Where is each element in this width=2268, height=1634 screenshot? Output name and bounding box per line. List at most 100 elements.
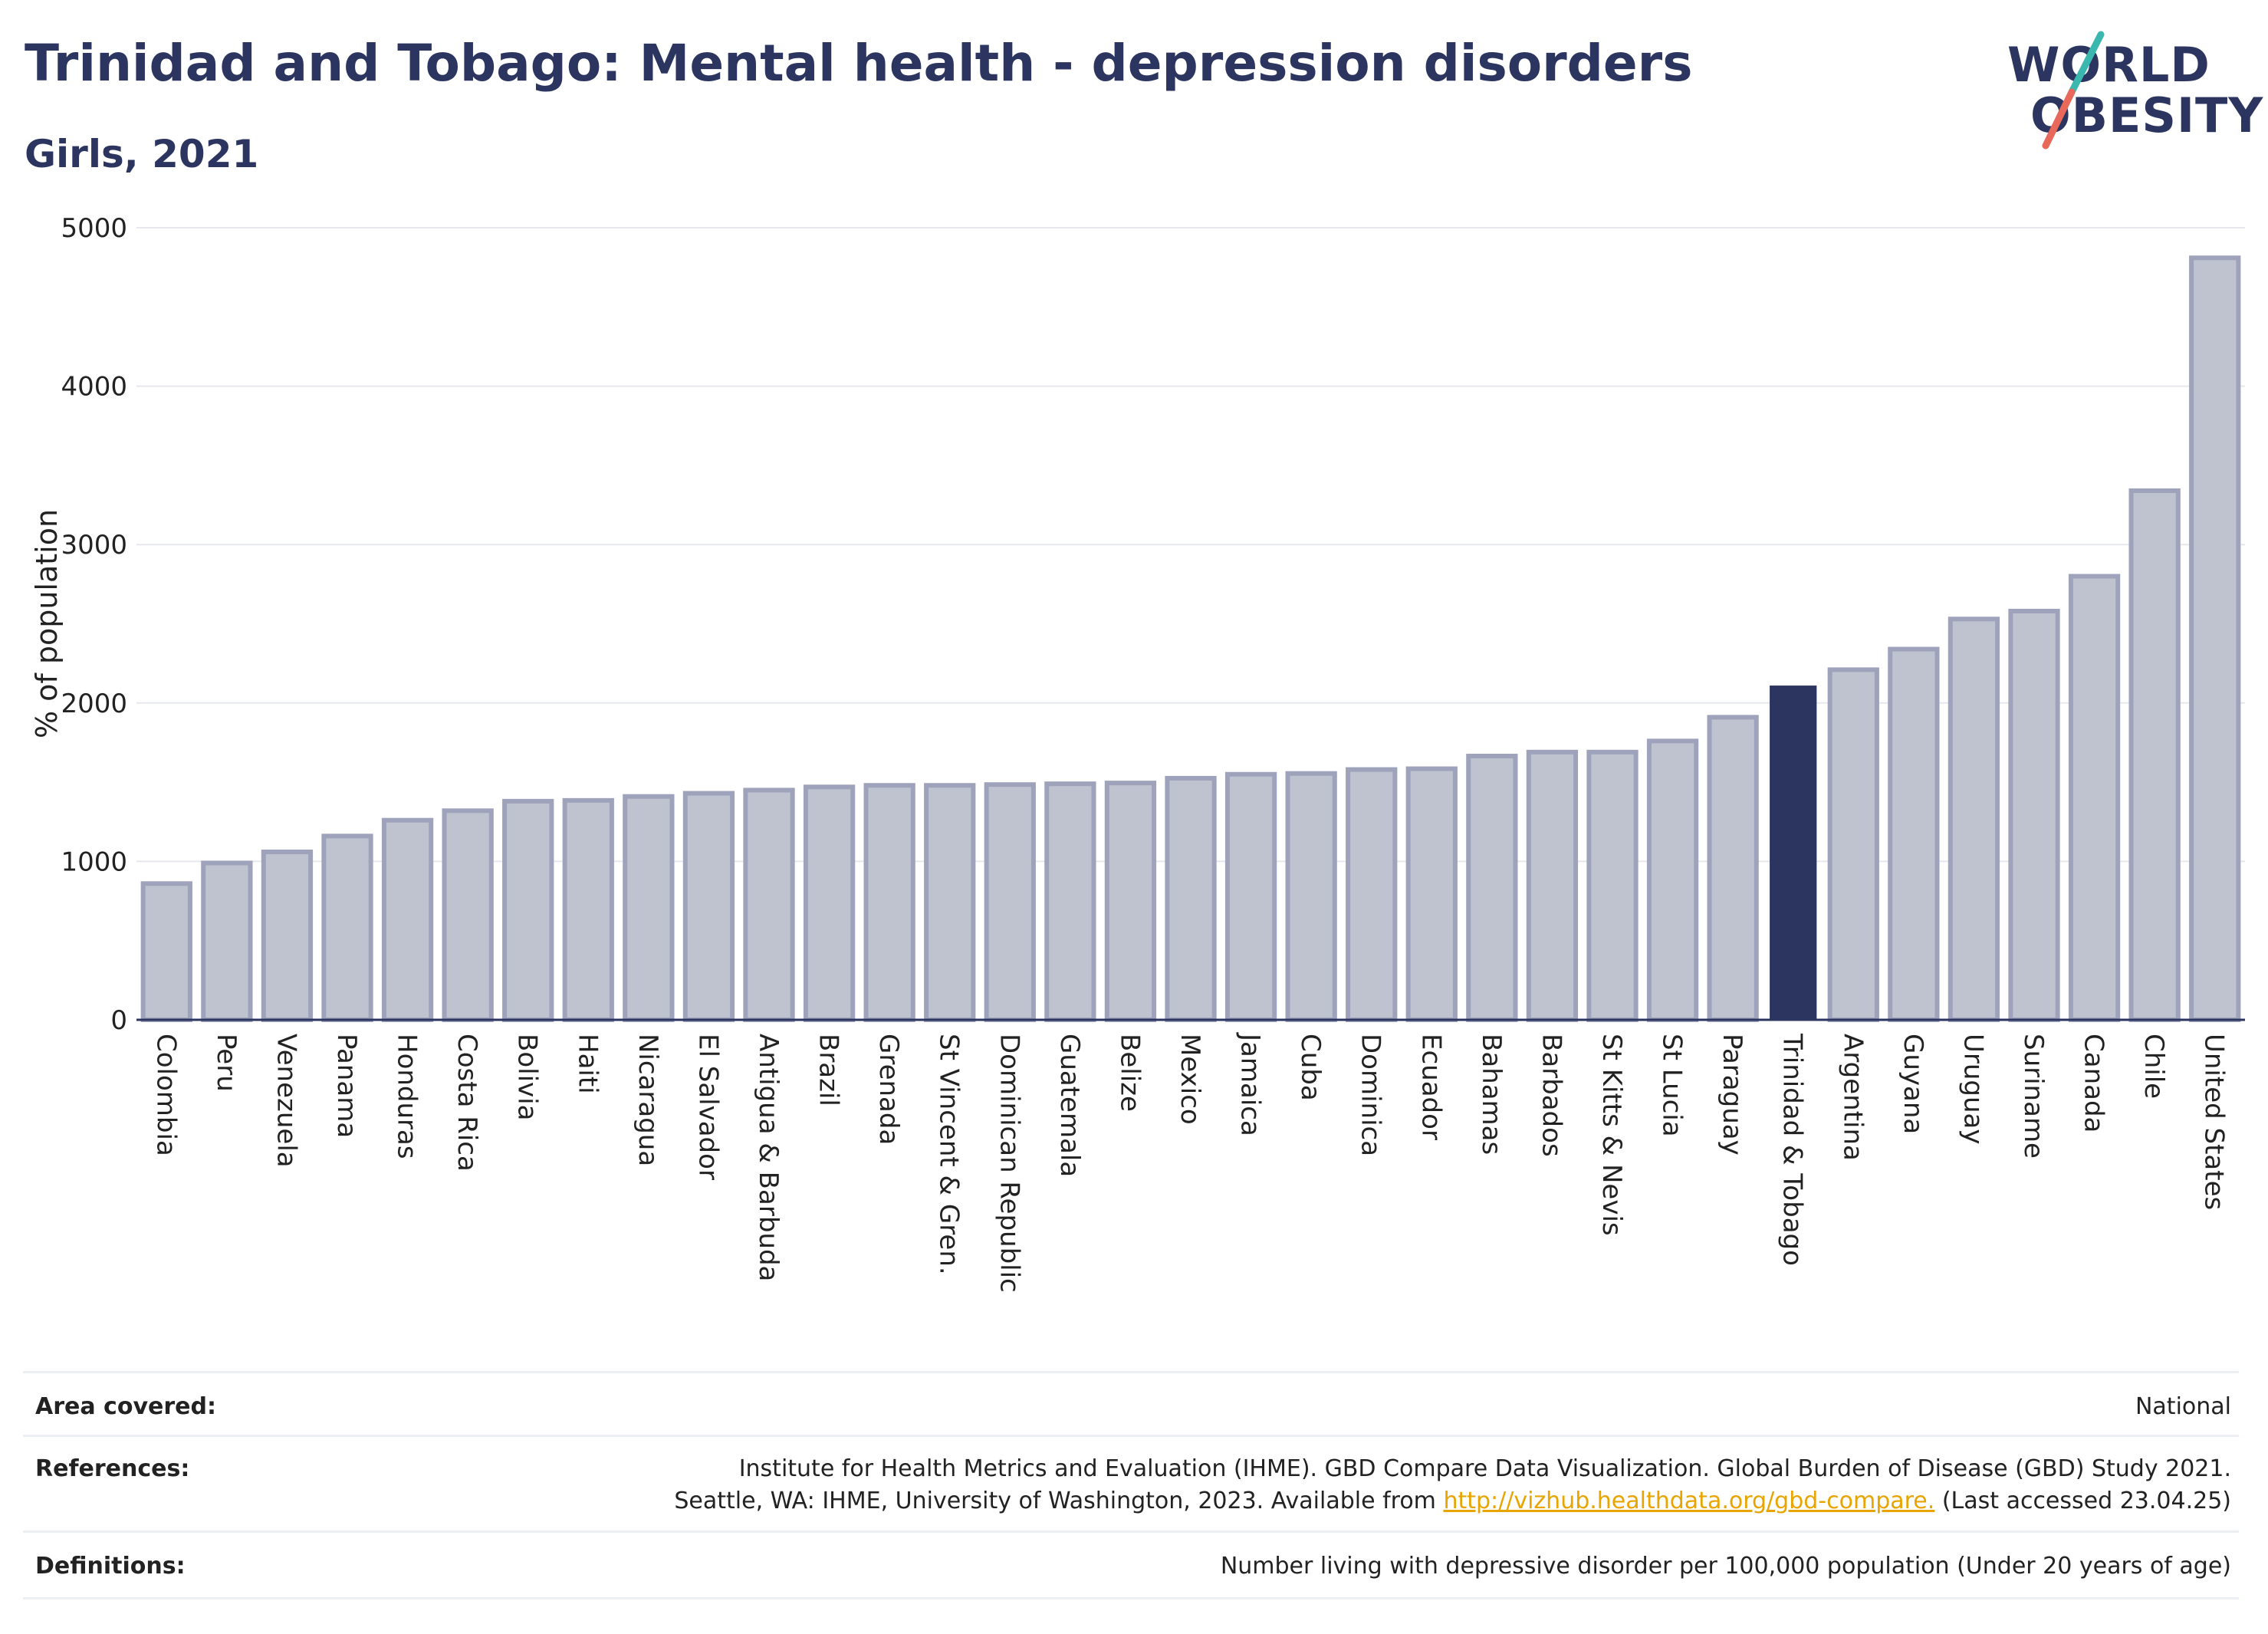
x-tick-label: Uruguay [1957, 1034, 1988, 1145]
bar-argentina [1827, 667, 1879, 1022]
bar-united-states [2189, 255, 2241, 1022]
x-tick-label: Brazil [814, 1034, 844, 1106]
definitions-label: Definitions: [35, 1553, 186, 1580]
y-tick-label: 0 [110, 1005, 127, 1036]
bar-haiti [562, 797, 614, 1022]
x-tick-label: Chile [2138, 1034, 2169, 1099]
world-obesity-logo: WORLD OBESITY [1994, 31, 2263, 167]
bar-bolivia [502, 798, 554, 1022]
area-label: Area covered: [35, 1393, 216, 1420]
bar-antigua-barbuda [743, 787, 795, 1023]
bar-nicaragua [623, 794, 675, 1022]
x-tick-label: Cuba [1295, 1034, 1326, 1101]
definitions-value: Number living with depressive disorder p… [1220, 1553, 2231, 1580]
bar-st-lucia [1646, 738, 1699, 1022]
bar-guyana [1888, 646, 1940, 1023]
x-tick-label: Costa Rica [452, 1034, 482, 1172]
y-tick-label: 5000 [61, 213, 127, 244]
references-line-2-end: (Last accessed 23.04.25) [1934, 1488, 2231, 1514]
y-tick-label: 4000 [61, 372, 127, 403]
y-tick-label: 2000 [61, 689, 127, 719]
bar-paraguay [1707, 715, 1759, 1022]
references-line-2: Seattle, WA: IHME, University of Washing… [674, 1488, 2231, 1514]
references-line-2-start: Seattle, WA: IHME, University of Washing… [674, 1488, 1444, 1514]
chart-subtitle: Girls, 2021 [25, 132, 259, 176]
bar-barbados [1526, 749, 1579, 1022]
footer-row-references: References: Institute for Health Metrics… [23, 1435, 2239, 1530]
bar-jamaica [1224, 771, 1277, 1023]
x-tick-label: Ecuador [1415, 1034, 1446, 1140]
bar-st-kitts-nevis [1586, 749, 1639, 1022]
x-tick-label: Antigua & Barbuda [753, 1034, 784, 1281]
bar-grenada [863, 783, 915, 1023]
x-tick-label: Grenada [873, 1034, 904, 1145]
bar-peru [201, 860, 253, 1022]
bar-honduras [381, 817, 434, 1022]
x-tick-label: St Vincent & Gren. [934, 1034, 965, 1275]
bar-dominica [1346, 767, 1398, 1023]
bar-ecuador [1405, 766, 1458, 1022]
x-tick-label: Nicaragua [633, 1034, 663, 1166]
logo-line-1: WORLD [2007, 37, 2210, 93]
bar-venezuela [261, 850, 314, 1023]
x-tick-label: Guyana [1898, 1034, 1928, 1134]
y-axis-label: % of population [30, 509, 64, 738]
x-tick-label: Trinidad & Tobago [1777, 1033, 1808, 1266]
bar-st-vincent-gren- [924, 783, 976, 1023]
x-tick-label: Paraguay [1717, 1034, 1747, 1156]
footer-row-area: Area covered: National [23, 1371, 2239, 1435]
bar-uruguay [1948, 616, 2000, 1022]
x-tick-label: Haiti [572, 1034, 603, 1094]
y-tick-label: 3000 [61, 530, 127, 561]
x-tick-label: St Kitts & Nevis [1596, 1034, 1627, 1236]
x-tick-label: Guatemala [1054, 1034, 1085, 1177]
references-line-1: Institute for Health Metrics and Evaluat… [738, 1455, 2231, 1482]
x-tick-label: Bahamas [1476, 1034, 1507, 1155]
x-tick-label: Barbados [1536, 1034, 1566, 1157]
x-tick-label: Dominican Republic [994, 1034, 1024, 1293]
bar-colombia [140, 881, 192, 1022]
area-value: National [2135, 1393, 2231, 1420]
bar-chile [2128, 488, 2181, 1022]
bar-cuba [1285, 771, 1337, 1022]
bar-panama [321, 833, 373, 1022]
x-tick-label: United States [2199, 1034, 2230, 1210]
bar-trinidad-tobago [1770, 685, 1817, 1020]
x-tick-label: Peru [211, 1034, 242, 1092]
chart-title: Trinidad and Tobago: Mental health - dep… [25, 34, 1693, 93]
gbd-compare-link[interactable]: http://vizhub.healthdata.org/gbd-compare… [1443, 1488, 1935, 1514]
x-tick-label: Belize [1114, 1034, 1145, 1112]
x-tick-label: Suriname [2018, 1034, 2049, 1159]
bar-el-salvador [682, 791, 735, 1022]
bar-mexico [1165, 775, 1217, 1022]
bar-dominican-republic [984, 782, 1036, 1022]
bar-canada [2068, 574, 2121, 1022]
x-tick-label: Dominica [1356, 1034, 1386, 1156]
x-tick-label: Bolivia [512, 1034, 543, 1120]
bar-belize [1104, 781, 1157, 1022]
footer-row-definitions: Definitions: Number living with depressi… [23, 1530, 2239, 1599]
y-tick-label: 1000 [61, 847, 127, 877]
x-tick-label: Canada [2079, 1034, 2109, 1133]
x-tick-label: Argentina [1837, 1034, 1868, 1161]
logo-slash-icon [2042, 31, 2105, 150]
bar-bahamas [1466, 754, 1518, 1022]
x-tick-label: Honduras [392, 1034, 422, 1159]
bar-guatemala [1044, 781, 1096, 1023]
x-tick-label: Colombia [150, 1034, 181, 1156]
x-tick-label: Venezuela [271, 1034, 301, 1168]
bar-chart: 0 1000 2000 3000 4000 5000 % of population Co… [30, 213, 2245, 1293]
chart-footer: Area covered: National References: Insti… [23, 1371, 2239, 1599]
bar-suriname [2008, 608, 2060, 1022]
x-tick-label: St Lucia [1657, 1034, 1688, 1137]
bar-brazil [803, 784, 856, 1022]
x-tick-label: Jamaica [1235, 1032, 1266, 1136]
x-axis-labels: Colombia Peru Venezuela Panama Honduras Costa… [150, 1032, 2229, 1293]
bar-costa-rica [442, 808, 494, 1022]
x-tick-label: El Salvador [692, 1034, 723, 1180]
y-axis-ticks: 0 1000 2000 3000 4000 5000 [61, 213, 127, 1036]
references-label: References: [35, 1455, 190, 1482]
bars [140, 255, 2241, 1023]
x-tick-label: Mexico [1175, 1034, 1205, 1125]
x-tick-label: Panama [331, 1034, 362, 1138]
